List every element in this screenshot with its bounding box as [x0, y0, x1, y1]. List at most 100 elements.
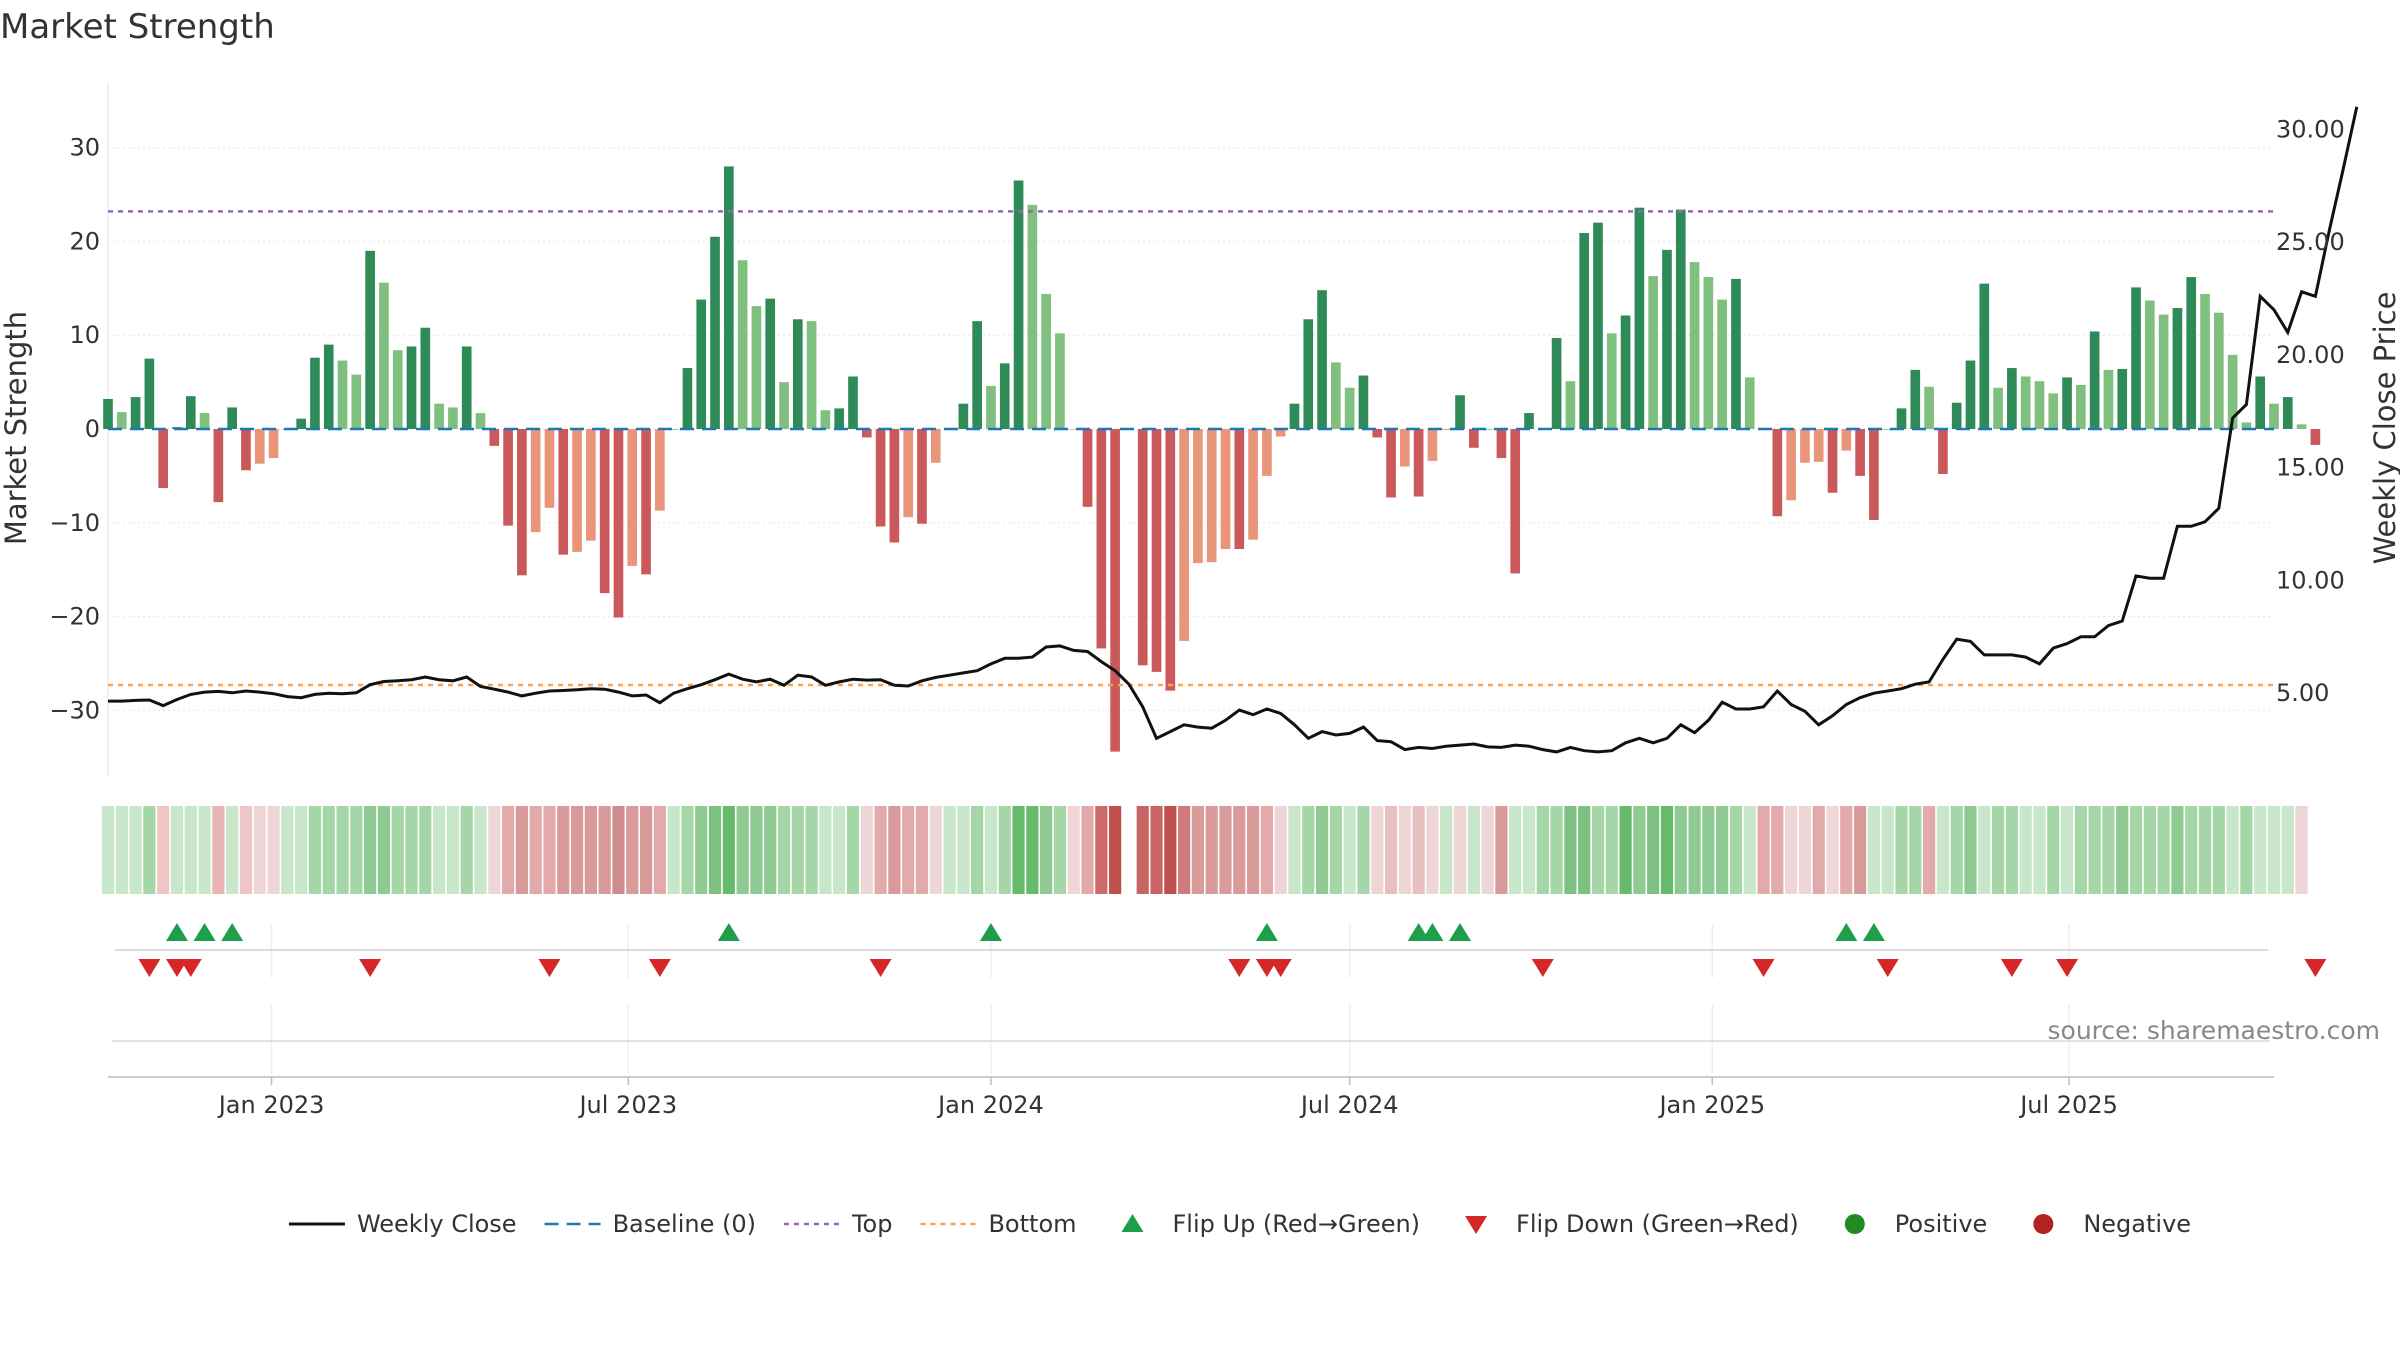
strength-bar [2103, 369, 2114, 429]
strength-bar [2296, 424, 2307, 429]
regime-cell [929, 806, 942, 894]
y-tick-label: 10 [69, 321, 100, 349]
regime-cell [1453, 806, 1467, 894]
regime-cell [639, 806, 653, 894]
y2-tick-label: 10.00 [2276, 566, 2345, 594]
regime-cell [170, 806, 184, 894]
legend-label: Flip Up (Red→Green) [1173, 1210, 1421, 1238]
flip-up-marker [1255, 923, 1278, 941]
regime-cell [2240, 806, 2253, 894]
regime-cell [1467, 806, 1480, 894]
y-tick-label: −20 [49, 603, 100, 631]
regime-cell [791, 806, 804, 894]
strength-bar [1827, 429, 1838, 493]
legend-label: Baseline (0) [613, 1210, 756, 1238]
y-tick-label: −30 [49, 696, 100, 724]
regime-cell [1826, 806, 1839, 894]
strength-bar [2007, 368, 2017, 429]
regime-cell [1495, 806, 1508, 894]
regime-cell [681, 806, 694, 894]
strength-bar [517, 429, 527, 576]
regime-cell [460, 806, 473, 894]
regime-cell [1564, 806, 1577, 894]
regime-cell [239, 806, 253, 894]
regime-cell [860, 806, 873, 894]
regime-cell [2212, 806, 2225, 894]
regime-cell [708, 806, 722, 894]
flip-up-marker [193, 923, 216, 941]
x-tick-label: Jul 2025 [2018, 1091, 2118, 1119]
regime-cell [1840, 806, 1853, 894]
legend-item-bottom: Bottom [920, 1210, 1077, 1238]
strength-bar [268, 429, 279, 459]
regime-cell [1660, 806, 1674, 894]
strength-bar [1082, 429, 1093, 507]
strength-bar [668, 429, 679, 430]
y-tick-label: −10 [49, 509, 100, 537]
regime-cell [1095, 806, 1108, 894]
strength-bar [737, 260, 748, 429]
strength-bar [1441, 429, 1452, 430]
strength-bar [2020, 376, 2031, 429]
strength-bar [572, 429, 582, 552]
strength-bar [489, 429, 500, 446]
regime-cell [157, 806, 170, 894]
regime-cell [626, 806, 639, 894]
regime-cell [998, 806, 1011, 894]
regime-cell [695, 806, 708, 894]
regime-cell [1412, 806, 1425, 894]
strength-bar [1358, 375, 1369, 429]
regime-cell [612, 806, 625, 894]
strength-bar [917, 429, 927, 524]
regime-cell [1674, 806, 1687, 894]
strength-bar [213, 429, 224, 503]
strength-bar [986, 385, 996, 429]
regime-cell [2157, 806, 2170, 894]
strength-bar [2076, 384, 2086, 429]
regime-cell [446, 806, 460, 894]
legend-label: Weekly Close [357, 1210, 517, 1238]
strength-bar [613, 429, 624, 618]
regime-cell [322, 806, 335, 894]
regime-cell [888, 806, 901, 894]
strength-bar [889, 429, 900, 543]
regime-cell [1922, 806, 1936, 894]
flip-down-marker [2000, 959, 2023, 977]
regime-cell [750, 806, 763, 894]
regime-cell [1302, 806, 1315, 894]
strength-bar [420, 327, 431, 429]
regime-cell [736, 806, 749, 894]
regime-cell [1950, 806, 1963, 894]
strength-bar [1151, 429, 1162, 672]
regime-cell [1881, 806, 1894, 894]
flip-up-marker [1421, 923, 1444, 941]
strength-bar [1869, 429, 1879, 520]
regime-cell [1371, 806, 1384, 894]
legend-label: Positive [1895, 1210, 1988, 1238]
legend-item-baseline: Baseline (0) [544, 1210, 756, 1238]
strength-bar [1772, 429, 1783, 517]
flip-down-marker [538, 959, 561, 977]
regime-cell [1812, 806, 1825, 894]
strength-bar [103, 398, 113, 429]
strength-bar [2158, 314, 2169, 429]
flip-up-marker [717, 923, 740, 941]
regime-cell [805, 806, 818, 894]
regime-cell [488, 806, 501, 894]
regime-cell [1012, 806, 1025, 894]
regime-cell [253, 806, 266, 894]
y-axis-right: 30.00 25.00 20.00 15.00 10.00 5.00 [2276, 115, 2345, 707]
strength-bar [2131, 287, 2141, 429]
strength-bar [1951, 402, 1962, 429]
strength-bar [461, 346, 472, 429]
regime-cell [1122, 806, 1136, 894]
strength-bar [1110, 429, 1120, 752]
x-tick-label: Jan 2023 [217, 1091, 325, 1119]
regime-cell [2047, 806, 2060, 894]
regime-strip [101, 806, 2308, 894]
strength-bar [1206, 429, 1217, 563]
regime-cell [1743, 806, 1756, 894]
strength-bar [254, 429, 265, 464]
strength-bar [2089, 331, 2100, 429]
strength-bar [2213, 312, 2224, 429]
